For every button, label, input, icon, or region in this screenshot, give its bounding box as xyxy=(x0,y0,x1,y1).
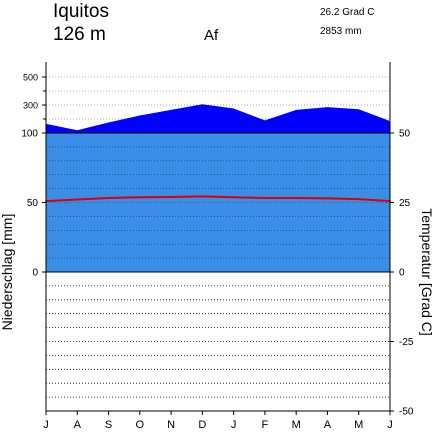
annual-precipitation: 2853 mm xyxy=(320,26,362,37)
temperature-point xyxy=(326,197,329,200)
month-label: A xyxy=(74,419,82,431)
precip-tick-label: 100 xyxy=(21,129,38,140)
month-label: O xyxy=(136,419,145,431)
month-label: M xyxy=(354,419,363,431)
month-label: J xyxy=(43,419,49,431)
temperature-point xyxy=(295,197,298,199)
temperature-point xyxy=(264,197,266,199)
y-axis-label-temperature: Temperatur [Grad C] xyxy=(419,208,433,336)
precip-tick-label: 0 xyxy=(32,268,38,279)
temperature-point xyxy=(170,196,172,198)
data-area xyxy=(45,104,391,272)
axes xyxy=(42,62,394,415)
tick-labels: 0 50 100 300 500 -50 -25 0 25 50 J A S O N D J F M A M J xyxy=(21,73,414,432)
precipitation-area xyxy=(46,104,390,133)
temperature-point xyxy=(201,195,204,198)
temp-tick-label: -50 xyxy=(399,407,414,418)
temperature-point xyxy=(232,196,235,199)
precip-tick-label: 300 xyxy=(23,101,38,111)
temp-tick-label: 50 xyxy=(399,129,411,140)
temp-tick-label: 25 xyxy=(399,198,411,209)
month-label: F xyxy=(262,419,269,431)
y-axis-label-precipitation: Niederschlag [mm] xyxy=(0,214,15,331)
precip-tick-label: 50 xyxy=(27,198,39,209)
station-elevation: 126 m xyxy=(53,24,106,45)
temp-tick-label: -25 xyxy=(399,337,414,348)
month-label: A xyxy=(324,419,332,431)
precip-gridlines xyxy=(46,76,390,259)
month-label: M xyxy=(292,419,301,431)
month-label: J xyxy=(231,419,237,431)
month-label: N xyxy=(167,419,175,431)
month-label: J xyxy=(387,419,393,431)
temperature-point xyxy=(76,198,79,201)
station-name: Iquitos xyxy=(53,1,109,22)
temperature-point xyxy=(357,198,360,201)
climate-class: Af xyxy=(204,27,219,44)
temperature-point xyxy=(138,196,141,199)
month-label: S xyxy=(105,419,112,431)
temp-tick-label: 0 xyxy=(399,268,405,279)
temperature-point xyxy=(107,197,110,199)
gridlines xyxy=(46,285,390,412)
temperature-line xyxy=(45,195,391,203)
precip-tick-label: 500 xyxy=(23,73,38,83)
mean-temperature: 26.2 Grad C xyxy=(320,7,374,18)
month-label: D xyxy=(198,419,206,431)
